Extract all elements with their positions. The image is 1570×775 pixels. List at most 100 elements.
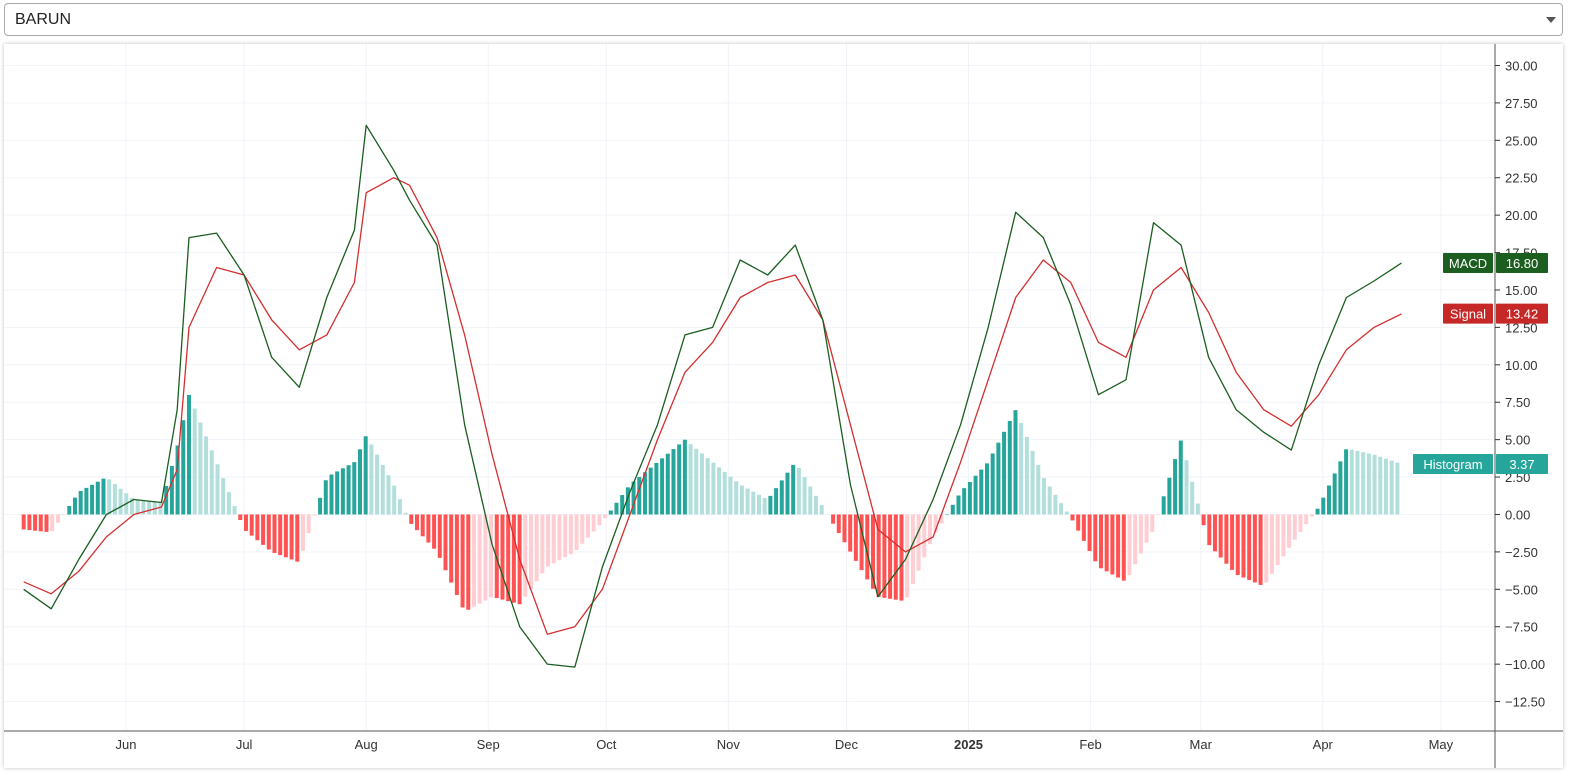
histogram-bar xyxy=(927,514,932,545)
histogram-bar xyxy=(722,472,727,515)
y-tick-label: 27.50 xyxy=(1505,96,1538,111)
histogram-bar xyxy=(1041,478,1046,515)
series-name-badge xyxy=(1413,454,1493,475)
histogram-bar xyxy=(380,464,385,515)
histogram-bar xyxy=(568,514,573,555)
x-tick-label: Aug xyxy=(355,737,378,752)
histogram-bar xyxy=(910,514,915,585)
histogram-bar xyxy=(956,495,961,515)
histogram-bar xyxy=(129,497,134,515)
histogram-bar xyxy=(893,514,898,600)
histogram-bar xyxy=(226,492,231,515)
histogram-bar xyxy=(711,462,716,515)
histogram-bar xyxy=(78,490,83,515)
histogram-bar xyxy=(734,481,739,515)
histogram-bar xyxy=(534,514,539,582)
chevron-down-icon[interactable] xyxy=(1546,17,1556,23)
histogram-bar xyxy=(340,468,345,515)
x-tick-label: Jul xyxy=(236,737,253,752)
histogram-bar xyxy=(756,494,761,515)
histogram-bar xyxy=(1224,514,1229,564)
histogram-bar xyxy=(603,514,608,519)
histogram-bar xyxy=(876,514,881,597)
chart-panel[interactable]: 30.0027.5025.0022.5020.0017.5015.0012.50… xyxy=(4,44,1563,768)
histogram-bar xyxy=(489,514,494,598)
histogram-bar xyxy=(1366,453,1371,515)
series-name-label: Histogram xyxy=(1423,457,1482,472)
series-value-label: 13.42 xyxy=(1506,307,1539,322)
histogram-bar xyxy=(774,488,779,515)
histogram-bar xyxy=(409,514,414,524)
series-value-label: 16.80 xyxy=(1506,256,1539,271)
histogram-bar xyxy=(1098,514,1103,569)
histogram-bar xyxy=(1002,431,1007,515)
histogram-bar xyxy=(1121,514,1126,581)
histogram-bar xyxy=(751,491,756,515)
histogram-bar xyxy=(312,514,317,516)
x-tick-label: Oct xyxy=(596,737,617,752)
histogram-bar xyxy=(295,514,300,562)
histogram-bar xyxy=(50,514,55,532)
grid xyxy=(4,44,1495,731)
histogram-bar xyxy=(169,465,174,515)
histogram-bar xyxy=(1252,514,1257,583)
histogram-bar xyxy=(1383,458,1388,515)
histogram-bar xyxy=(888,514,893,599)
histogram-bar xyxy=(1093,514,1098,562)
histogram-bar xyxy=(1161,496,1166,515)
y-tick-label: −2.50 xyxy=(1505,545,1538,560)
symbol-select[interactable]: BARUN xyxy=(4,3,1563,36)
histogram-bar xyxy=(591,514,596,532)
histogram-bar xyxy=(870,514,875,589)
histogram-bar xyxy=(745,488,750,515)
histogram-bar xyxy=(511,514,516,603)
histogram-bar xyxy=(152,501,157,515)
histogram-bar xyxy=(1036,464,1041,515)
x-axis-ticks: Jun Jul Aug Sep Oct Nov Dec 2025 Feb Mar Apr May xyxy=(116,737,1454,752)
histogram-bar xyxy=(1019,423,1024,515)
histogram-bar xyxy=(55,514,60,523)
histogram-bar xyxy=(72,497,77,515)
histogram-bar xyxy=(215,464,220,515)
histogram-bar xyxy=(318,497,323,515)
histogram-bar xyxy=(642,472,647,515)
y-tick-label: 30.00 xyxy=(1505,58,1538,73)
histogram-bar xyxy=(1292,514,1297,540)
histogram-bar xyxy=(631,481,636,515)
macd-line xyxy=(23,124,1402,668)
histogram-bar xyxy=(1070,514,1075,521)
histogram-bar xyxy=(329,474,334,515)
histogram-bar xyxy=(283,514,288,558)
histogram-bar xyxy=(808,486,813,515)
histogram-bar xyxy=(1258,514,1263,585)
histogram-bar xyxy=(546,514,551,567)
signal-line xyxy=(23,177,1402,635)
histogram-bar xyxy=(1150,514,1155,532)
histogram-bar xyxy=(432,514,437,549)
histogram-bar xyxy=(990,453,995,515)
histogram-bar xyxy=(563,514,568,558)
histogram-bar xyxy=(836,514,841,533)
histogram-bar xyxy=(1076,514,1081,531)
histogram-bar xyxy=(175,445,180,515)
histogram-bar xyxy=(1212,514,1217,552)
histogram-bar xyxy=(939,514,944,524)
histogram-bar xyxy=(238,514,243,521)
histogram-bar xyxy=(620,495,625,515)
histogram-bar xyxy=(551,514,556,564)
histogram-bar xyxy=(762,497,767,515)
histogram-bar xyxy=(1110,514,1115,575)
macd-chart[interactable]: 30.0027.5025.0022.5020.0017.5015.0012.50… xyxy=(4,44,1563,768)
histogram-bar xyxy=(1355,451,1360,515)
histogram-bar xyxy=(1378,456,1383,515)
histogram-bar xyxy=(1321,497,1326,515)
x-tick-label: Jun xyxy=(116,737,137,752)
histogram-bar xyxy=(500,514,505,600)
histogram-bar xyxy=(882,514,887,598)
histogram-bar xyxy=(802,477,807,515)
histogram-bar xyxy=(1116,514,1121,578)
histogram-bar xyxy=(597,514,602,526)
histogram-bar xyxy=(785,472,790,515)
histogram-bar xyxy=(397,499,402,515)
histogram-bar xyxy=(135,499,140,515)
